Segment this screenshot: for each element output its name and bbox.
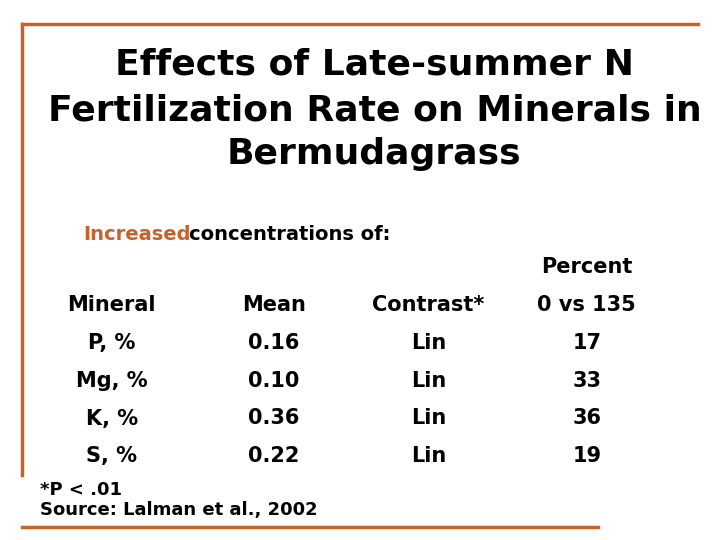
Text: Lin: Lin [411, 370, 446, 391]
Text: Lin: Lin [411, 333, 446, 353]
Text: Lin: Lin [411, 408, 446, 429]
Text: Bermudagrass: Bermudagrass [227, 137, 522, 171]
Text: K, %: K, % [86, 408, 138, 429]
Text: Mg, %: Mg, % [76, 370, 148, 391]
Text: 0.22: 0.22 [248, 446, 300, 467]
Text: 33: 33 [572, 370, 601, 391]
Text: 36: 36 [572, 408, 601, 429]
Text: Fertilization Rate on Minerals in: Fertilization Rate on Minerals in [48, 94, 701, 127]
Text: 0.36: 0.36 [248, 408, 300, 429]
Text: 17: 17 [572, 333, 601, 353]
Text: Increased: Increased [83, 225, 190, 245]
Text: 0 vs 135: 0 vs 135 [537, 295, 636, 315]
Text: Mean: Mean [242, 295, 305, 315]
Text: 0.10: 0.10 [248, 370, 300, 391]
Text: *P < .01: *P < .01 [40, 481, 122, 500]
Text: concentrations of:: concentrations of: [189, 225, 391, 245]
Text: Lin: Lin [411, 446, 446, 467]
Text: 19: 19 [572, 446, 601, 467]
Text: P, %: P, % [88, 333, 135, 353]
Text: S, %: S, % [86, 446, 137, 467]
Text: Percent: Percent [541, 257, 632, 278]
Text: Mineral: Mineral [68, 295, 156, 315]
Text: Effects of Late-summer N: Effects of Late-summer N [115, 48, 634, 82]
Text: Contrast*: Contrast* [372, 295, 485, 315]
Text: Source: Lalman et al., 2002: Source: Lalman et al., 2002 [40, 501, 318, 519]
Text: 0.16: 0.16 [248, 333, 300, 353]
